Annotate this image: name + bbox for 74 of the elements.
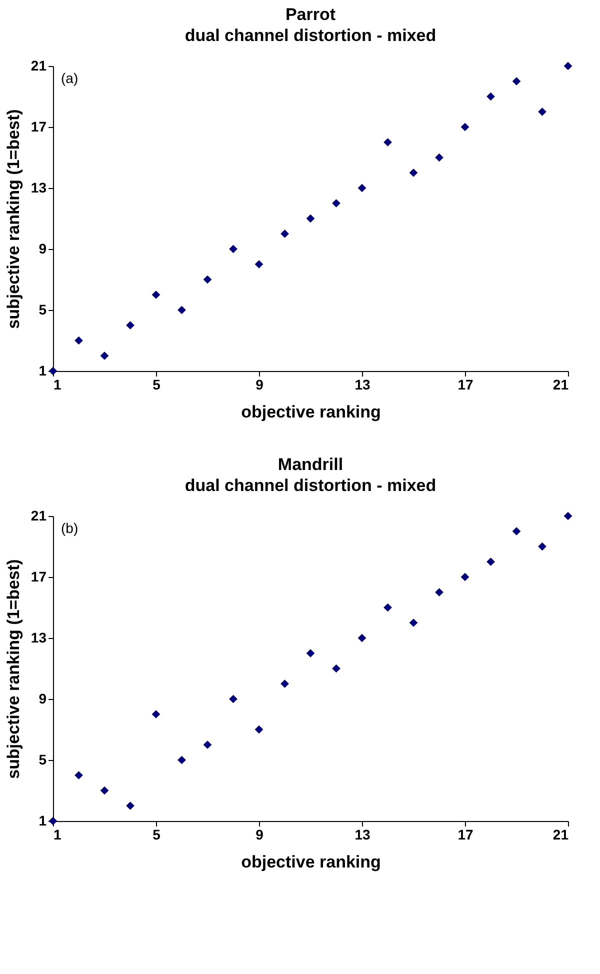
- y-axis-title: subjective ranking (1=best): [4, 559, 23, 779]
- x-tick-label: 13: [354, 826, 370, 842]
- point: [332, 199, 340, 208]
- x-tick-label: 1: [54, 376, 62, 392]
- point: [358, 184, 366, 192]
- y-tick-label: 5: [38, 752, 47, 768]
- point: [384, 603, 392, 612]
- y-tick-label: 1: [38, 812, 47, 828]
- chart-subtitle: dual channel distortion - mixed: [184, 476, 436, 495]
- x-tick-label: 1: [54, 826, 62, 842]
- point: [178, 756, 186, 764]
- point: [254, 725, 264, 734]
- y-tick-label: 13: [30, 630, 47, 646]
- y-tick-label: 17: [30, 118, 47, 134]
- point: [280, 230, 289, 238]
- point: [280, 680, 289, 688]
- y-tick-label: 17: [30, 568, 47, 584]
- point: [152, 710, 160, 718]
- point: [460, 572, 470, 582]
- x-axis-title: objective ranking: [241, 402, 381, 422]
- point: [100, 352, 109, 360]
- point: [409, 168, 418, 177]
- y-tick-label: 9: [38, 690, 47, 706]
- annotation: (a): [61, 70, 78, 86]
- point: [306, 214, 315, 223]
- point: [460, 122, 470, 132]
- point: [564, 62, 572, 70]
- x-axis-title: objective ranking: [241, 852, 381, 872]
- point: [512, 77, 521, 86]
- point: [203, 740, 212, 749]
- y-tick-label: 21: [30, 508, 47, 524]
- point: [74, 771, 83, 780]
- chart-subtitle: dual channel distortion - mixed: [184, 26, 436, 45]
- point: [332, 664, 340, 673]
- x-tick-label: 9: [256, 376, 264, 392]
- y-tick-label: 13: [30, 180, 47, 196]
- x-tick-label: 13: [354, 376, 370, 392]
- y-tick-label: 9: [38, 240, 47, 256]
- point: [538, 108, 546, 116]
- point: [203, 275, 212, 284]
- point: [254, 260, 264, 268]
- chart-title: Parrot: [285, 5, 336, 24]
- y-tick-label: 21: [30, 58, 47, 74]
- point: [512, 527, 521, 536]
- point: [486, 558, 495, 566]
- x-tick-label: 21: [552, 376, 569, 392]
- x-tick-label: 17: [458, 376, 474, 392]
- point: [306, 649, 315, 658]
- y-axis-title: subjective ranking (1=best): [4, 109, 23, 329]
- x-tick-label: 21: [552, 826, 569, 842]
- point: [229, 244, 238, 254]
- point: [229, 694, 238, 704]
- x-tick-label: 17: [458, 826, 474, 842]
- point: [538, 542, 546, 551]
- point: [358, 634, 366, 642]
- point: [74, 336, 83, 345]
- point: [435, 588, 444, 596]
- x-tick-label: 9: [256, 826, 264, 842]
- point: [384, 138, 392, 146]
- x-tick-label: 5: [152, 376, 161, 392]
- chart-title: Mandrill: [278, 455, 344, 474]
- point: [126, 321, 134, 330]
- point: [100, 786, 109, 795]
- point: [486, 92, 495, 101]
- x-tick-label: 5: [152, 826, 161, 842]
- point: [435, 153, 444, 162]
- point: [564, 512, 572, 520]
- y-tick-label: 1: [38, 362, 47, 378]
- point: [409, 618, 418, 627]
- point: [152, 290, 160, 299]
- point: [126, 802, 134, 810]
- annotation: (b): [61, 520, 78, 536]
- y-tick-label: 5: [38, 302, 47, 318]
- point: [178, 306, 186, 314]
